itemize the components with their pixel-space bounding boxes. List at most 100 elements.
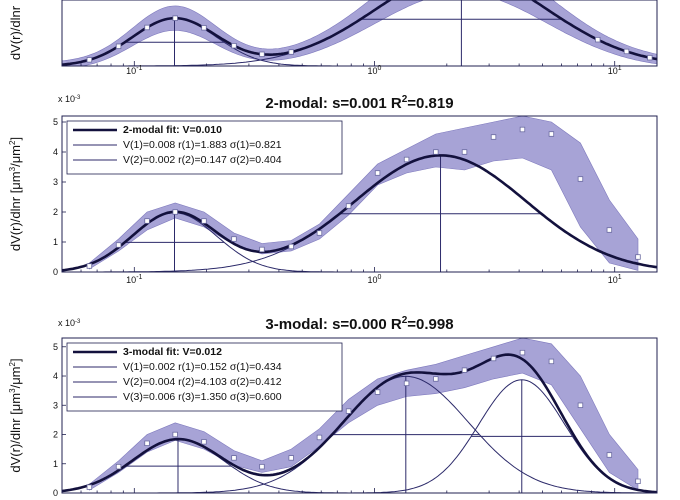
- y-axis-label: dV(r)/dlnr [μm3/μm2]: [8, 137, 23, 251]
- axes-frame: [61, 115, 658, 273]
- y-tick-label: 3: [53, 177, 58, 187]
- legend-mode-label: V(1)=0.002 r(1)=0.152 σ(1)=0.434: [123, 361, 282, 373]
- observed-point: [345, 203, 352, 209]
- ylabel-part: ]: [8, 137, 23, 141]
- x-tick-label: 10-1: [126, 274, 142, 285]
- observed-point: [548, 358, 555, 365]
- observed-point: [86, 484, 93, 490]
- total-fit-curve: [62, 0, 657, 66]
- observed-point: [374, 389, 381, 395]
- observed-point: [623, 48, 630, 55]
- x-tick-exponent: -1: [136, 65, 142, 72]
- observed-point: [647, 54, 653, 61]
- legend-fit-label: 2-modal fit: V=0.010: [123, 124, 222, 136]
- y-tick-label: 0: [53, 267, 58, 277]
- observed-point: [345, 408, 352, 414]
- observed-point: [231, 43, 237, 49]
- observed-point: [201, 25, 207, 31]
- x-tick-exponent: 0: [378, 274, 382, 281]
- observed-point: [115, 242, 122, 248]
- observed-point: [433, 376, 439, 382]
- x-tick-exponent: 1: [618, 65, 622, 72]
- observed-point: [403, 380, 410, 387]
- observed-point: [519, 349, 526, 356]
- x-tick-base: 10: [126, 275, 136, 285]
- observed-point: [172, 15, 178, 21]
- total-fit-curve: [62, 353, 657, 493]
- observed-point: [86, 57, 93, 63]
- observed-point: [461, 367, 468, 373]
- plot-area-3: [62, 338, 657, 493]
- y-axis-label: dV(r)/dlnr [μm3/μm2]: [8, 358, 23, 472]
- axes-frame: [61, 337, 658, 494]
- observed-point: [490, 134, 497, 140]
- legend-box: [66, 342, 343, 412]
- x-tick-label: 101: [608, 65, 622, 76]
- observed-point: [201, 439, 207, 445]
- observed-point: [86, 263, 93, 269]
- y-multiplier: x 10-3: [58, 94, 81, 104]
- observed-point: [288, 243, 294, 250]
- plot-area-1: [62, 0, 657, 66]
- legend-mode-label: V(1)=0.008 r(1)=1.883 σ(1)=0.821: [123, 139, 282, 151]
- observed-point: [374, 170, 381, 176]
- observed-point: [433, 149, 439, 155]
- ylabel-superscript: 3: [8, 166, 17, 171]
- panel-title: 3-modal: s=0.000 R2=0.998: [265, 315, 453, 333]
- observed-point: [548, 131, 555, 137]
- x-tick-label: 101: [608, 274, 622, 285]
- observed-point: [461, 149, 468, 155]
- observed-point: [201, 218, 207, 224]
- plot-area-2: [62, 116, 657, 272]
- y-multiplier-exponent: -3: [75, 319, 81, 325]
- y-tick-label: 4: [53, 371, 58, 381]
- observed-point: [519, 126, 526, 133]
- title-tail: =0.998: [407, 316, 453, 333]
- title-tail: =0.819: [407, 95, 453, 112]
- x-tick-base: 10: [368, 275, 378, 285]
- y-tick-label: 2: [53, 430, 58, 440]
- legend-mode-label: V(2)=0.002 r(2)=0.147 σ(2)=0.404: [123, 154, 282, 166]
- y-tick-label: 0: [53, 488, 58, 498]
- observed-point: [577, 176, 584, 182]
- x-tick-exponent: 1: [618, 274, 622, 281]
- observed-point: [115, 463, 122, 470]
- x-tick-exponent: -1: [136, 274, 142, 281]
- ylabel-part: /μm: [8, 366, 23, 388]
- observed-point: [288, 49, 294, 55]
- legend-mode-label: V(2)=0.004 r(2)=4.103 σ(2)=0.412: [123, 376, 282, 388]
- observed-point: [606, 452, 613, 458]
- observed-point: [144, 440, 150, 446]
- observed-point: [115, 43, 122, 49]
- observed-point: [231, 455, 237, 461]
- observed-point: [403, 156, 410, 163]
- ylabel-superscript: 2: [8, 140, 17, 145]
- total-fit-curve: [62, 154, 657, 272]
- ylabel-part: /μm: [8, 145, 23, 167]
- title-main: 3-modal: s=0.000 R: [265, 316, 401, 333]
- observed-point: [288, 455, 294, 461]
- y-multiplier: x 10-3: [58, 318, 81, 328]
- legend-fit-label: 3-modal fit: V=0.012: [123, 346, 222, 358]
- y-tick-label: 4: [53, 147, 58, 157]
- x-tick-base: 10: [368, 66, 378, 76]
- observed-point: [316, 230, 323, 236]
- observed-point: [172, 209, 178, 215]
- panel-title: 2-modal: s=0.001 R2=0.819: [265, 94, 453, 112]
- observed-point: [490, 355, 497, 362]
- observed-point: [606, 227, 613, 233]
- legend-mode-label: V(3)=0.006 r(3)=1.350 σ(3)=0.600: [123, 391, 282, 403]
- ylabel-part: ]: [8, 358, 23, 362]
- y-axis-label: dV(r)/dlnr: [8, 5, 23, 60]
- observed-point: [144, 24, 150, 31]
- x-tick-exponent: 0: [378, 65, 382, 72]
- x-tick-base: 10: [126, 66, 136, 76]
- ylabel-part: dV(r)/dlnr [μm: [8, 171, 23, 251]
- observed-point: [231, 236, 237, 242]
- observed-point: [259, 51, 265, 57]
- title-main: 2-modal: s=0.001 R: [265, 95, 401, 112]
- observed-point: [172, 431, 178, 438]
